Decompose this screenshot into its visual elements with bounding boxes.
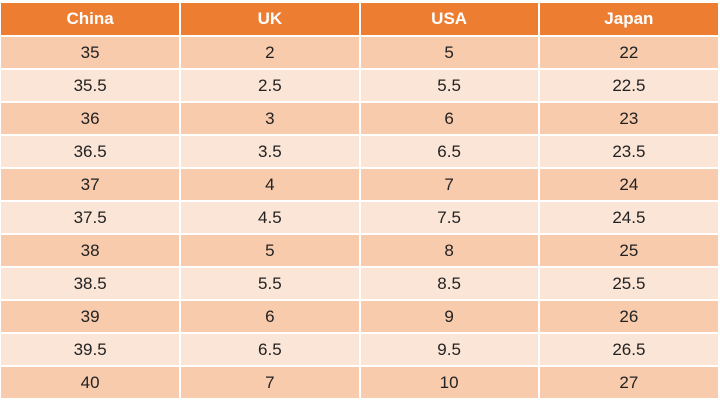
cell-uk: 4 — [180, 167, 361, 201]
cell-uk: 2.5 — [180, 68, 361, 102]
cell-japan: 27 — [538, 365, 718, 398]
cell-usa: 6.5 — [359, 134, 540, 168]
table-row: 39.5 6.5 9.5 26.5 — [1, 332, 718, 366]
cell-japan: 25 — [538, 233, 718, 267]
table-row: 36.5 3.5 6.5 23.5 — [1, 134, 718, 168]
table-row: 36 3 6 23 — [1, 101, 718, 135]
header-row: China UK USA Japan — [1, 3, 718, 36]
table-row: 38.5 5.5 8.5 25.5 — [1, 266, 718, 300]
cell-usa: 7.5 — [359, 200, 540, 234]
cell-china: 35 — [1, 35, 182, 69]
cell-japan: 24.5 — [538, 200, 718, 234]
cell-usa: 5.5 — [359, 68, 540, 102]
cell-china: 38 — [1, 233, 182, 267]
size-conversion-table: China UK USA Japan 35 2 5 22 35.5 2.5 5.… — [1, 3, 718, 398]
cell-japan: 23.5 — [538, 134, 718, 168]
cell-china: 36.5 — [1, 134, 182, 168]
table-row: 35.5 2.5 5.5 22.5 — [1, 68, 718, 102]
cell-japan: 23 — [538, 101, 718, 135]
table-body: 35 2 5 22 35.5 2.5 5.5 22.5 36 3 6 23 36… — [1, 35, 718, 398]
cell-japan: 25.5 — [538, 266, 718, 300]
table-row: 39 6 9 26 — [1, 299, 718, 333]
cell-usa: 8.5 — [359, 266, 540, 300]
table-row: 38 5 8 25 — [1, 233, 718, 267]
cell-uk: 5 — [180, 233, 361, 267]
cell-japan: 22 — [538, 35, 718, 69]
cell-usa: 10 — [359, 365, 540, 398]
cell-usa: 9 — [359, 299, 540, 333]
table-row: 40 7 10 27 — [1, 365, 718, 398]
cell-japan: 22.5 — [538, 68, 718, 102]
column-header-usa: USA — [359, 3, 540, 36]
cell-usa: 5 — [359, 35, 540, 69]
cell-japan: 24 — [538, 167, 718, 201]
cell-china: 36 — [1, 101, 182, 135]
column-header-china: China — [1, 3, 182, 36]
cell-uk: 6.5 — [180, 332, 361, 366]
cell-china: 37 — [1, 167, 182, 201]
cell-china: 39.5 — [1, 332, 182, 366]
cell-uk: 3.5 — [180, 134, 361, 168]
table-row: 37.5 4.5 7.5 24.5 — [1, 200, 718, 234]
cell-china: 37.5 — [1, 200, 182, 234]
cell-japan: 26 — [538, 299, 718, 333]
table-row: 35 2 5 22 — [1, 35, 718, 69]
cell-usa: 7 — [359, 167, 540, 201]
size-conversion-table-container: China UK USA Japan 35 2 5 22 35.5 2.5 5.… — [1, 3, 718, 398]
cell-uk: 4.5 — [180, 200, 361, 234]
column-header-uk: UK — [180, 3, 361, 36]
column-header-japan: Japan — [538, 3, 718, 36]
cell-usa: 6 — [359, 101, 540, 135]
cell-china: 35.5 — [1, 68, 182, 102]
cell-china: 40 — [1, 365, 182, 398]
cell-usa: 9.5 — [359, 332, 540, 366]
table-row: 37 4 7 24 — [1, 167, 718, 201]
cell-uk: 3 — [180, 101, 361, 135]
cell-uk: 7 — [180, 365, 361, 398]
cell-japan: 26.5 — [538, 332, 718, 366]
cell-uk: 2 — [180, 35, 361, 69]
cell-uk: 5.5 — [180, 266, 361, 300]
cell-china: 39 — [1, 299, 182, 333]
cell-usa: 8 — [359, 233, 540, 267]
cell-china: 38.5 — [1, 266, 182, 300]
cell-uk: 6 — [180, 299, 361, 333]
